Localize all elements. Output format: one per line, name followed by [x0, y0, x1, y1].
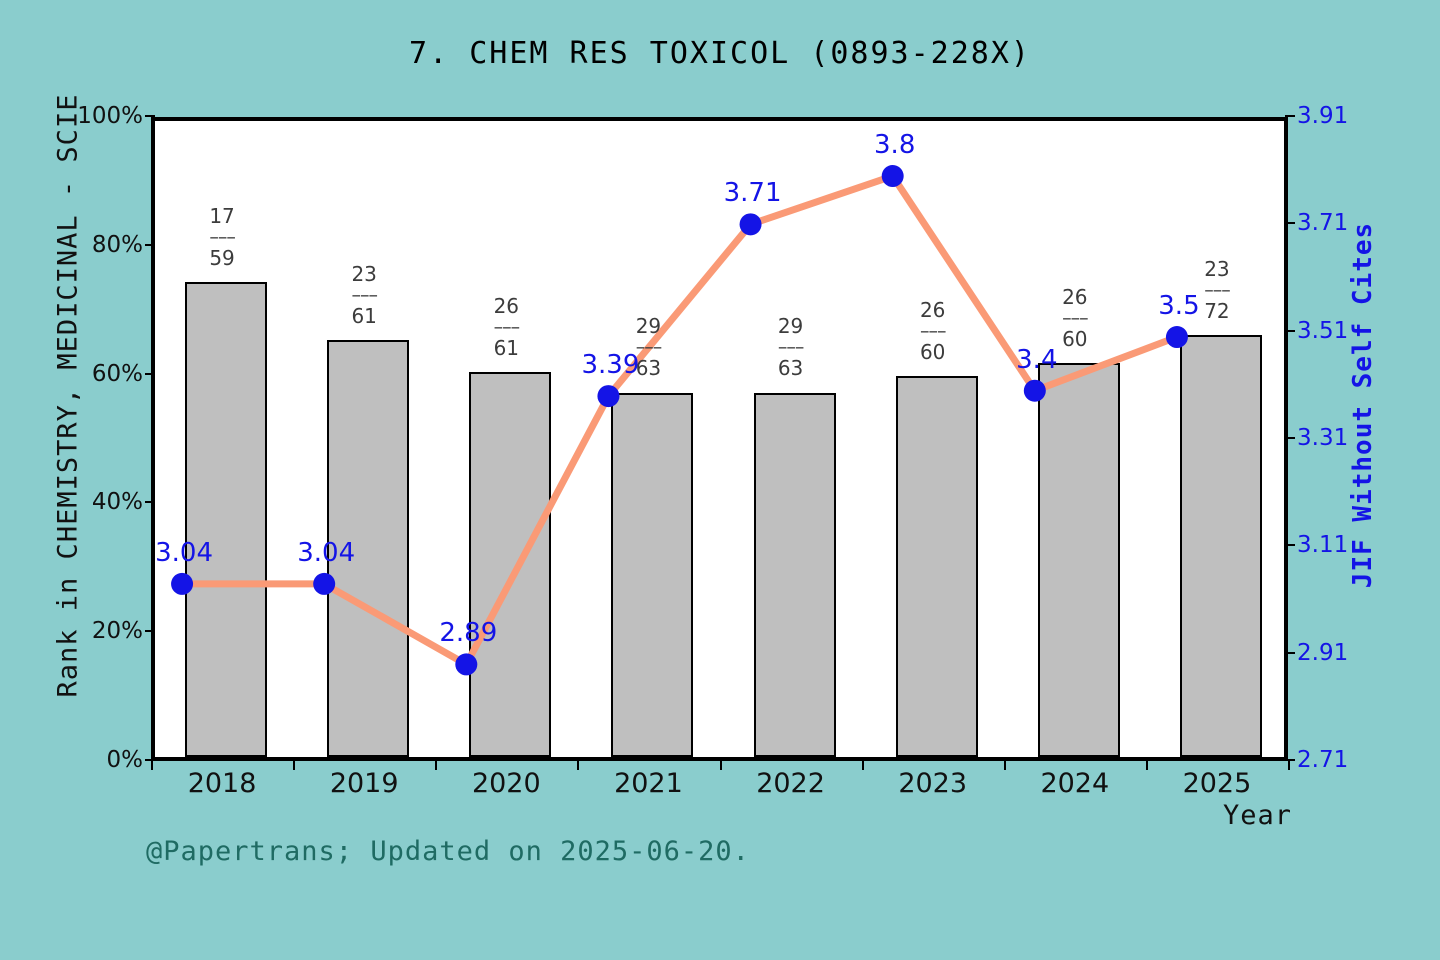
jif-marker-2025 — [1165, 326, 1188, 349]
x-tick-2018: 2018 — [187, 768, 257, 799]
x-tick-mark-2021 — [577, 761, 580, 770]
x-tick-2021: 2021 — [614, 768, 683, 799]
y-tick-mark-right — [1285, 759, 1295, 761]
bar-2022 — [753, 392, 836, 757]
x-tick-2020: 2020 — [471, 768, 541, 799]
x-tick-2019: 2019 — [329, 768, 399, 799]
y-tick-mark-right — [1285, 329, 1295, 332]
jif-marker-2022 — [739, 213, 762, 236]
jif-marker-2024 — [1023, 379, 1046, 402]
y-tick-mark-right — [1285, 544, 1295, 547]
bar-2024 — [1037, 362, 1120, 757]
jif-marker-2020 — [455, 653, 478, 676]
y-tick-mark-right — [1285, 115, 1295, 117]
jif-marker-2018 — [171, 572, 194, 595]
y-tick-right-3-91: 3.91 — [1285, 103, 1348, 129]
bar-2020 — [469, 371, 552, 757]
x-axis-label: Year — [1222, 800, 1292, 831]
x-tick-mark-2025 — [1145, 761, 1148, 770]
bar-2023 — [895, 375, 978, 757]
y-tick-mark-right — [1285, 437, 1295, 439]
y-tick-right-3-11: 3.11 — [1285, 532, 1348, 558]
x-tick-2023: 2023 — [898, 768, 968, 799]
y-tick-right-3-51: 3.51 — [1285, 318, 1348, 344]
y-tick-right-2-91: 2.91 — [1285, 640, 1348, 666]
jif-marker-2023 — [881, 165, 904, 188]
y-tick-mark-right — [1285, 651, 1295, 654]
x-tick-mark-2020 — [435, 761, 438, 770]
x-tick-mark-2023 — [861, 761, 864, 770]
bar-2019 — [327, 339, 410, 757]
jif-marker-2019 — [313, 572, 336, 595]
y-tick-right-3-31: 3.31 — [1285, 425, 1348, 451]
x-tick-mark-2019 — [293, 761, 296, 770]
y-tick-mark-right — [1285, 222, 1295, 225]
y-tick-right-2-71: 2.71 — [1285, 747, 1348, 773]
y-tick-mark-left — [145, 501, 155, 504]
chart-annotation: @Papertrans; Updated on 2025-06-20. — [146, 836, 750, 867]
y-tick-mark-left — [145, 372, 155, 375]
y-tick-left-60pct: 60% — [92, 361, 155, 387]
y-tick-left-20pct: 20% — [92, 618, 155, 644]
y-tick-mark-left — [145, 630, 155, 633]
y-tick-mark-left — [145, 243, 155, 246]
bar-2025 — [1179, 334, 1262, 757]
x-tick-mark-2022 — [719, 761, 722, 770]
plot-area — [151, 117, 1288, 761]
y-tick-right-3-71: 3.71 — [1285, 210, 1348, 236]
y-tick-left-0pct: 0% — [107, 747, 155, 773]
y-tick-mark-left — [145, 759, 155, 761]
y-tick-left-40pct: 40% — [92, 489, 155, 515]
x-tick-2025: 2025 — [1182, 768, 1252, 799]
x-tick-mark-2024 — [1003, 761, 1006, 770]
y-tick-left-80pct: 80% — [92, 232, 155, 258]
x-tick-2022: 2022 — [756, 768, 825, 799]
chart-title: 7. CHEM RES TOXICOL (0893-228X) — [409, 36, 1031, 71]
x-tick-mark-2018 — [151, 761, 153, 770]
bar-2018 — [185, 282, 268, 757]
x-tick-mark-end — [1288, 761, 1290, 770]
bar-2021 — [611, 392, 694, 757]
jif-line-path — [178, 172, 1181, 668]
jif-marker-2021 — [597, 385, 620, 408]
y-tick-left-100pct: 100% — [77, 103, 155, 129]
x-tick-2024: 2024 — [1040, 768, 1110, 799]
y-tick-mark-left — [145, 115, 155, 117]
